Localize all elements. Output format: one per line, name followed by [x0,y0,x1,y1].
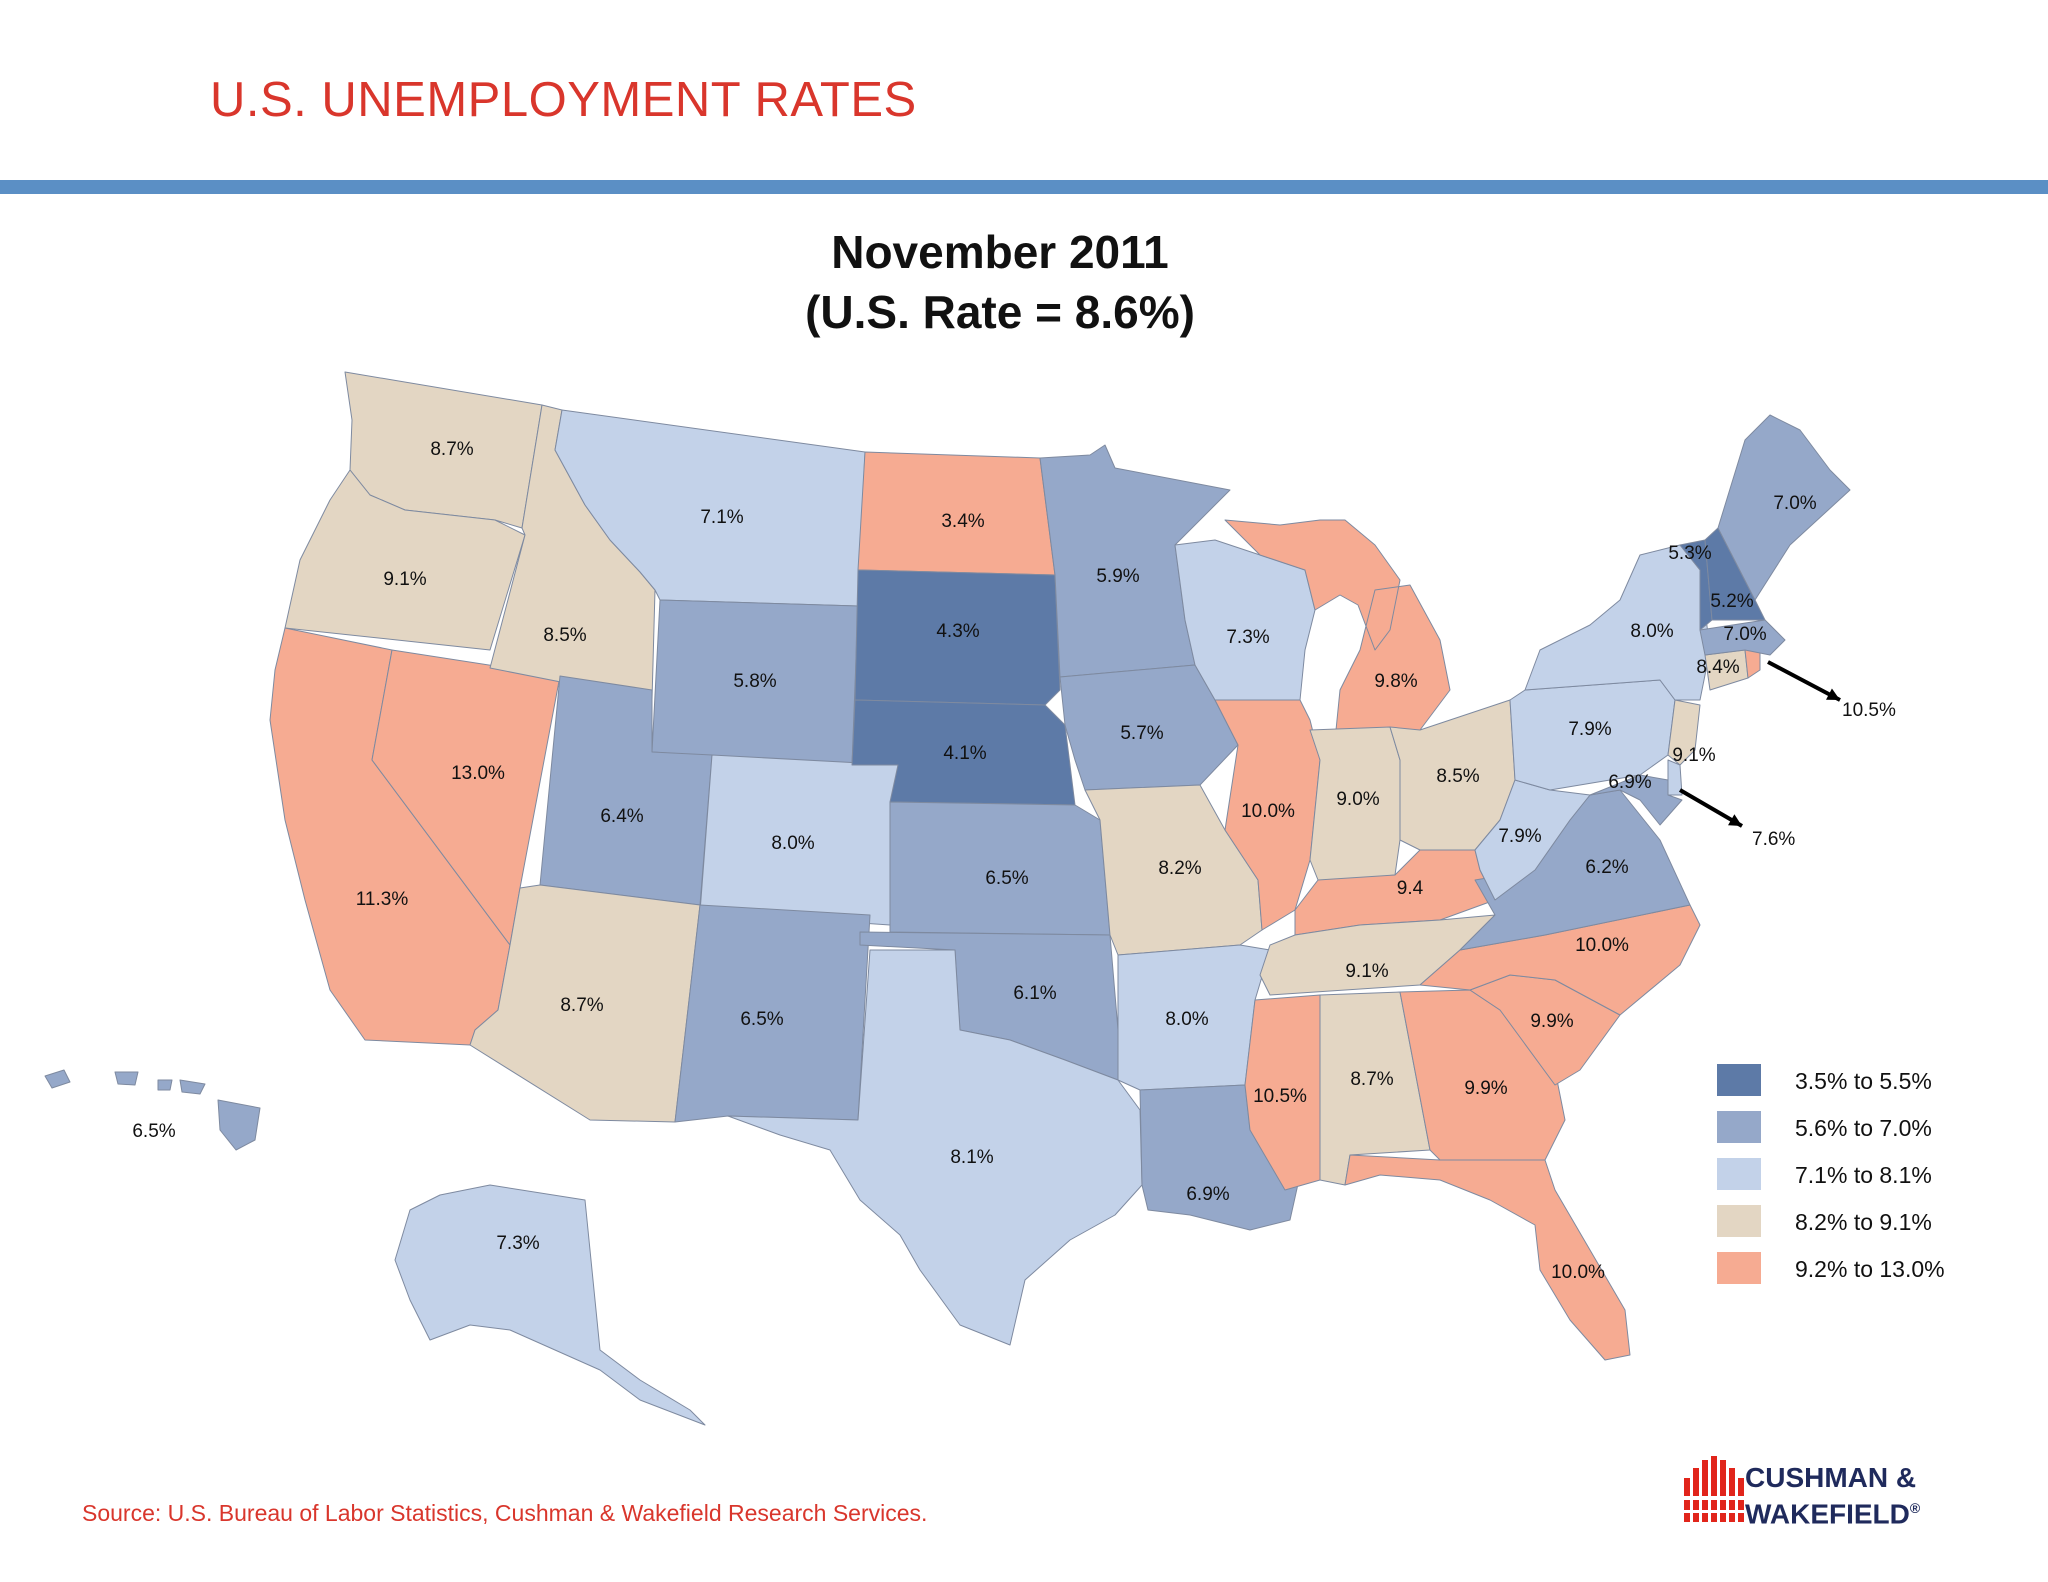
state-label-co: 8.0% [771,833,814,854]
map-title-us-rate: (U.S. Rate = 8.6%) [805,286,1195,338]
state-label-nj: 9.1% [1672,745,1715,766]
state-or [284,469,526,651]
source-note: Source: U.S. Bureau of Labor Statistics,… [82,1500,928,1526]
state-mo [1084,784,1263,956]
state-label-la: 6.9% [1186,1184,1229,1205]
state-label-mt: 7.1% [700,507,743,528]
logo-wordmark: CUSHMAN & WAKEFIELD® [1745,1462,1920,1529]
state-label-ks: 6.5% [985,868,1028,889]
state-label-mo: 8.2% [1158,858,1201,879]
state-label-az: 8.7% [560,995,603,1016]
state-label-wv: 7.9% [1498,826,1541,847]
state-label-sc: 9.9% [1530,1011,1573,1032]
state-hi [44,1069,261,1151]
state-label-nm: 6.5% [740,1009,783,1030]
state-label-vt: 5.3% [1668,543,1711,564]
logo-registered-mark: ® [1909,1500,1921,1516]
state-label-mn: 5.9% [1096,566,1139,587]
state-label-tx: 8.1% [950,1147,993,1168]
state-label-me: 7.0% [1773,493,1816,514]
legend-label: 5.6% to 7.0% [1795,1115,1932,1141]
legend-swatch [1717,1158,1761,1190]
state-label-nh: 5.2% [1710,591,1753,612]
state-wv [1474,779,1591,901]
state-ri [1744,649,1761,679]
state-label-de: 7.6% [1752,829,1795,850]
page-heading: U.S. UNEMPLOYMENT RATES [210,73,917,127]
callout-de-arrowhead [1728,814,1742,826]
state-label-in: 9.0% [1336,789,1379,810]
state-fl [1344,1154,1631,1361]
state-label-nc: 10.0% [1575,935,1629,956]
state-label-ut: 6.4% [600,806,643,827]
state-ak [394,1184,706,1426]
legend-label: 7.1% to 8.1% [1795,1162,1932,1188]
legend-label: 9.2% to 13.0% [1795,1256,1945,1282]
state-label-il: 10.0% [1241,801,1295,822]
state-tx [727,949,1143,1346]
state-ny [1524,544,1711,701]
logo-line-2: WAKEFIELD® [1745,1493,1920,1529]
state-label-ia: 5.7% [1120,723,1163,744]
state-label-ar: 8.0% [1165,1009,1208,1030]
state-label-or: 9.1% [383,569,426,590]
state-sd [854,569,1061,706]
state-label-ny: 8.0% [1630,621,1673,642]
callouts-layer [1678,660,1841,828]
state-label-wy: 5.8% [733,671,776,692]
state-label-id: 8.5% [543,625,586,646]
state-label-md: 6.9% [1608,772,1651,793]
state-label-wi: 7.3% [1226,627,1269,648]
map-title: November 2011 (U.S. Rate = 8.6%) [700,222,1300,342]
logo-line-2-text: WAKEFIELD [1745,1498,1910,1530]
state-label-fl: 10.0% [1551,1262,1605,1283]
labels-layer: 8.7% 9.1% 11.3% 13.0% 8.5% 7.1% 5.8% 6.4% 8.7% 8.… [132,439,1896,1283]
legend-swatch [1717,1205,1761,1237]
state-label-sd: 4.3% [936,621,979,642]
states-layer [44,371,1851,1426]
state-label-ri: 10.5% [1842,700,1896,721]
state-label-hi: 6.5% [132,1121,175,1142]
state-label-ok: 6.1% [1013,983,1056,1004]
state-label-wa: 8.7% [430,439,473,460]
state-wi [1174,539,1316,701]
legend-swatch [1717,1252,1761,1284]
state-label-nd: 3.4% [941,511,984,532]
state-md [1589,774,1683,826]
state-label-oh: 8.5% [1436,766,1479,787]
legend-swatch [1717,1064,1761,1096]
state-label-ca: 11.3% [356,889,409,910]
state-label-nv: 13.0% [451,763,505,784]
cushman-wakefield-logo-icon [1682,1456,1746,1522]
header-rule [0,180,2048,194]
state-label-ne: 4.1% [943,743,986,764]
logo-line-1: CUSHMAN & [1745,1462,1917,1493]
state-label-tn: 9.1% [1345,961,1388,982]
state-label-al: 8.7% [1350,1069,1393,1090]
state-label-ms: 10.5% [1253,1086,1307,1107]
legend-swatch [1717,1111,1761,1143]
legend-label: 8.2% to 9.1% [1795,1209,1932,1235]
state-label-pa: 7.9% [1568,719,1611,740]
state-label-ak: 7.3% [496,1233,539,1254]
map-legend: 3.5% to 5.5% 5.6% to 7.0% 7.1% to 8.1% 8.2%… [1717,1064,1945,1284]
state-mi [1224,519,1451,741]
state-me [1717,414,1851,601]
callout-ri-line [1767,660,1841,702]
callout-ri-arrowhead [1826,688,1840,700]
state-vt [1679,539,1713,631]
state-label-ct: 8.4% [1696,657,1739,678]
state-nj [1667,699,1701,766]
state-nh [1704,527,1766,621]
legend-label: 3.5% to 5.5% [1795,1068,1932,1094]
map-title-month: November 2011 [831,226,1169,278]
state-label-ga: 9.9% [1464,1078,1507,1099]
state-label-ky: 9.4 [1397,878,1424,899]
state-label-ma: 7.0% [1723,624,1766,645]
state-label-va: 6.2% [1585,857,1628,878]
state-label-mi: 9.8% [1374,671,1417,692]
